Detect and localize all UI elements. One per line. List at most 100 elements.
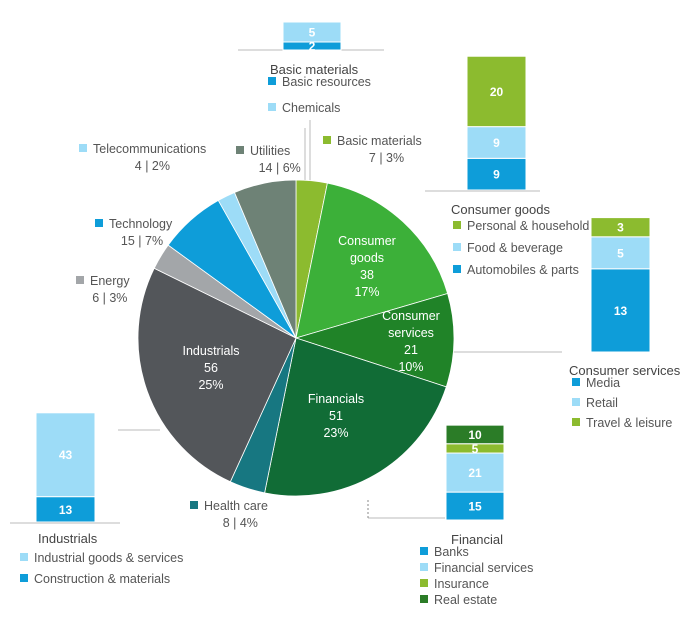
pie-outside-label-stat: 15 | 7%: [121, 234, 163, 248]
pie-outside-label-name: Energy: [90, 274, 130, 288]
bar-segment-construction-and-materials: [35, 496, 96, 523]
bar-segment-value: 43: [59, 448, 73, 462]
pie-slice-financials: [264, 337, 447, 497]
pie-inside-label: 56: [204, 361, 218, 375]
pie-outside-label-utilities: Utilities 14 | 6%: [236, 144, 301, 175]
bar-chart-title: Consumer services: [569, 363, 681, 378]
pie-inside-label: Consumer: [338, 234, 396, 248]
legend-marker: [572, 398, 580, 406]
legend-marker: [453, 221, 461, 229]
bar-segment-industrial-goods-and-services: [35, 412, 96, 498]
bar-segment-banks: [445, 491, 505, 521]
pie-outside-label-health-care: Health care 8 | 4%: [190, 499, 268, 530]
pie-inside-label: 38: [360, 268, 374, 282]
pie-outside-label-basic-materials: Basic materials 7 | 3%: [323, 134, 422, 165]
bar-segment-value: 9: [493, 136, 500, 150]
bar-chart-title: Industrials: [38, 531, 98, 546]
pie-outside-label-stat: 14 | 6%: [259, 161, 301, 175]
legend-marker: [453, 265, 461, 273]
legend-marker: [76, 276, 84, 284]
bar-segment-value: 13: [59, 503, 73, 517]
bar-chart-title: Consumer goods: [451, 202, 550, 217]
bar-segment-value: 10: [468, 428, 482, 442]
pie-inside-label: 21: [404, 343, 418, 357]
legend-marker: [95, 219, 103, 227]
pie-outside-label-name: Technology: [109, 217, 173, 231]
connector-lines: [10, 49, 562, 524]
bar-segment-value: 5: [309, 26, 316, 40]
pie-outside-label-telecommunications: Telecommunications 4 | 2%: [79, 142, 206, 173]
bar-segment-value: 20: [490, 85, 504, 99]
legend-marker: [79, 144, 87, 152]
bar-segment-financial-services: [445, 452, 505, 493]
pie-slice-consumer-goods: [295, 182, 449, 339]
pie-slice-consumer-services: [294, 292, 455, 388]
pie-inside-label: services: [388, 326, 434, 340]
pie: [137, 179, 455, 497]
pie-inside-label: 17%: [354, 285, 379, 299]
legend-label: Industrial goods & services: [34, 551, 183, 565]
bar-segment-value: 3: [617, 221, 624, 235]
legend-label: Personal & household goods: [467, 219, 627, 233]
pie-inside-label: Financials: [308, 392, 364, 406]
bar-segment-food-and-beverage: [466, 126, 527, 159]
legend-label: Media: [586, 376, 620, 390]
legend-marker: [20, 553, 28, 561]
bar-segment-value: 15: [468, 500, 482, 514]
legend-marker: [323, 136, 331, 144]
pie-outside-label-stat: 6 | 3%: [92, 291, 127, 305]
legend-label: Automobiles & parts: [467, 263, 579, 277]
legend-marker: [572, 418, 580, 426]
legend-label: Banks: [434, 545, 469, 559]
pie-outside-label-technology: Technology 15 | 7%: [95, 217, 173, 248]
bar-segment-value: 2: [309, 40, 316, 54]
pie-inside-label: Consumer: [382, 309, 440, 323]
stacked-bar-industrials: 13 43 Industrials Industrial goods & servic…: [20, 412, 183, 586]
legend-marker: [190, 501, 198, 509]
pie-outside-label-stat: 8 | 4%: [223, 516, 258, 530]
pie-outside-label-name: Basic materials: [337, 134, 422, 148]
pie-inside-label: 25%: [198, 378, 223, 392]
legend-label: Chemicals: [282, 101, 340, 115]
stacked-bar-consumer-goods: 9 9 20 Consumer goods Personal & household g…: [451, 55, 627, 277]
legend-marker: [420, 563, 428, 571]
legend-marker: [453, 243, 461, 251]
bar-chart-title: Financial: [451, 532, 503, 547]
pie-outside-label-stat: 4 | 2%: [135, 159, 170, 173]
pie-outside-label-name: Utilities: [250, 144, 290, 158]
pie-slice-utilities: [233, 179, 297, 339]
bar-segment-value: 5: [617, 246, 624, 260]
pie-outside-label-stat: 7 | 3%: [369, 151, 404, 165]
legend-label: Real estate: [434, 593, 497, 607]
legend-marker: [236, 146, 244, 154]
legend-marker: [420, 547, 428, 555]
pie-inside-label: goods: [350, 251, 384, 265]
bar-chart-title: Basic materials: [270, 62, 359, 77]
legend-label: Insurance: [434, 577, 489, 591]
legend-marker: [572, 378, 580, 386]
legend-label: Basic resources: [282, 75, 371, 89]
legend-marker: [420, 595, 428, 603]
bar-segment-value: 9: [493, 168, 500, 182]
legend-marker: [268, 77, 276, 85]
bar-segment-chemicals: [282, 21, 342, 43]
bar-segment-personal-and-household-goods: [466, 55, 527, 128]
pie-slice-industrials: [137, 267, 297, 483]
bar-segment-media: [590, 268, 651, 353]
legend-label: Travel & leisure: [586, 416, 672, 430]
pie-inside-label: 10%: [398, 360, 423, 374]
legend-label: Financial services: [434, 561, 533, 575]
legend-marker: [420, 579, 428, 587]
legend-marker: [20, 574, 28, 582]
legend-label: Construction & materials: [34, 572, 170, 586]
legend-label: Retail: [586, 396, 618, 410]
pie-outside-label-name: Health care: [204, 499, 268, 513]
pie-inside-label: 51: [329, 409, 343, 423]
pie-inside-label: Industrials: [183, 344, 240, 358]
legend-label: Food & beverage: [467, 241, 563, 255]
bar-segment-real-estate: [445, 424, 505, 445]
